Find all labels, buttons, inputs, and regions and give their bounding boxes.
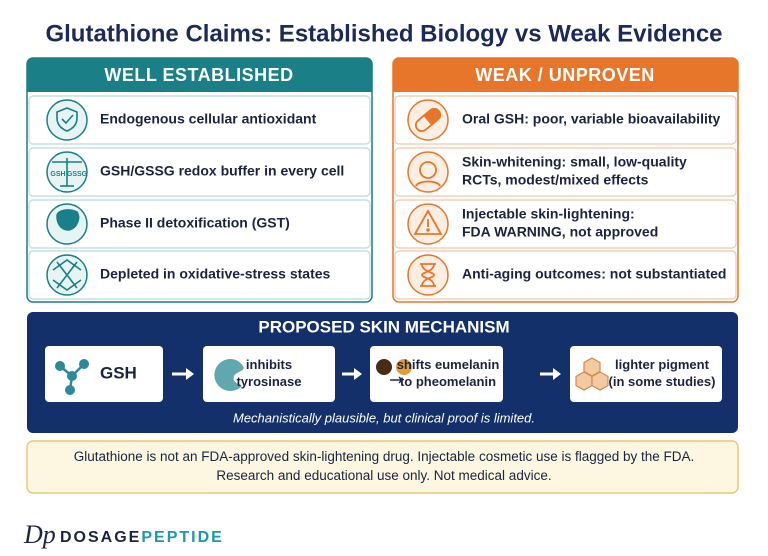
mechanism-step: tyrosinase <box>236 374 301 389</box>
established-heading: WELL ESTABLISHED <box>104 65 293 85</box>
brand-name-2: PEPTIDE <box>141 529 223 546</box>
disclaimer-line: Glutathione is not an FDA-approved skin-… <box>74 449 695 464</box>
title: Glutathione Claims: Established Biology … <box>45 20 722 47</box>
icons-weak <box>413 107 443 287</box>
established-row <box>28 199 371 249</box>
mechanism-step: lighter pigment <box>615 357 710 372</box>
mechanism-note: Mechanistically plausible, but clinical … <box>233 410 535 425</box>
weak-row <box>394 147 737 197</box>
icons-established <box>52 107 82 291</box>
weak-header <box>393 58 738 92</box>
weak-item: Oral GSH: poor, variable bioavailability <box>462 111 721 127</box>
weak-row <box>394 250 737 300</box>
mechanism-icons <box>55 357 609 395</box>
weak-item: RCTs, modest/mixed effects <box>462 172 649 188</box>
brand-name-1: DOSAGE <box>60 529 141 546</box>
weak-item: Skin-whitening: small, low-quality <box>462 154 687 170</box>
disclaimer-line: Research and educational use only. Not m… <box>216 468 551 483</box>
established-item: Depleted in oxidative-stress states <box>100 266 331 282</box>
brand-name: DOSAGEPEPTIDE <box>60 529 224 546</box>
brand-mark: Dp <box>23 520 56 549</box>
mechanism-step: to pheomelanin <box>400 374 496 389</box>
mechanism-step: inhibits <box>246 357 292 372</box>
disclaimer-box <box>26 440 739 494</box>
established-row <box>28 250 371 300</box>
weak-item: Injectable skin-lightening: <box>462 206 635 222</box>
established-icon-circle <box>46 99 88 141</box>
mechanism-step: GSH <box>100 363 137 382</box>
established-row <box>28 95 371 145</box>
icon-label: GSH <box>50 171 65 178</box>
mechanism-step: (in some studies) <box>609 374 716 389</box>
established-item: Endogenous cellular antioxidant <box>100 111 317 127</box>
mechanism-arrows <box>172 368 561 380</box>
icon-label: GSSG <box>67 171 88 178</box>
weak-item: FDA WARNING, not approved <box>462 224 658 240</box>
weak-icon-circle <box>407 151 449 193</box>
established-item: GSH/GSSG redox buffer in every cell <box>100 163 344 179</box>
weak-row <box>394 95 737 145</box>
established-row <box>28 147 371 197</box>
weak-row <box>394 199 737 249</box>
mechanism-step: shifts eumelanin <box>397 357 500 372</box>
weak-item: Anti-aging outcomes: not substantiated <box>462 266 726 282</box>
weak-icon-circle <box>407 254 449 296</box>
established-header <box>27 58 372 92</box>
weak-heading: WEAK / UNPROVEN <box>475 65 655 85</box>
mechanism-heading: PROPOSED SKIN MECHANISM <box>258 317 509 336</box>
established-item: Phase II detoxification (GST) <box>100 215 290 231</box>
